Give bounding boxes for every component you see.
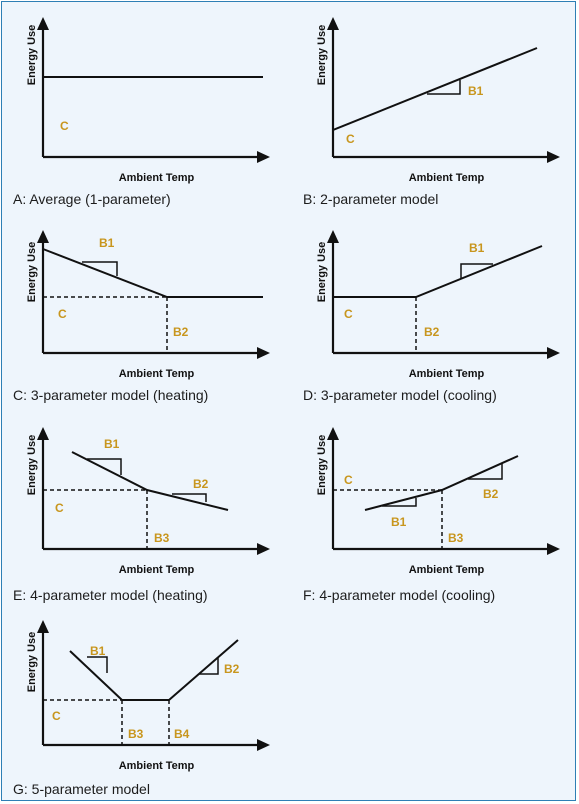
model-line bbox=[364, 455, 519, 511]
parameter-label: B2 bbox=[193, 477, 209, 491]
panel-f: Ambient Temp Energy Use C B2 B1 B3 F: 4-parame… bbox=[303, 427, 560, 603]
panel-caption: G: 5-parameter model bbox=[13, 781, 150, 797]
x-axis-label: Ambient Temp bbox=[119, 172, 195, 184]
slope-marker bbox=[427, 80, 461, 95]
panel-b: Ambient Temp Energy Use B1 C B: 2-parameter … bbox=[303, 17, 560, 207]
y-axis-label: Energy Use bbox=[26, 632, 38, 693]
parameter-label: B2 bbox=[483, 487, 499, 501]
model-line bbox=[333, 245, 543, 298]
model-line bbox=[42, 248, 263, 298]
x-axis-arrow-icon bbox=[257, 543, 270, 555]
panel-caption: F: 4-parameter model (cooling) bbox=[303, 587, 495, 603]
parameter-label: B1 bbox=[391, 515, 407, 529]
parameter-label: B2 bbox=[224, 662, 240, 676]
parameter-label: B2 bbox=[173, 325, 189, 339]
parameter-label: C bbox=[346, 132, 355, 146]
slope-marker bbox=[199, 657, 219, 675]
x-axis-label: Ambient Temp bbox=[409, 368, 485, 380]
y-axis-arrow-icon bbox=[37, 620, 49, 633]
x-axis-arrow-icon bbox=[257, 739, 270, 751]
model-line bbox=[332, 47, 538, 131]
parameter-label: C bbox=[344, 307, 353, 321]
panel-caption: B: 2-parameter model bbox=[303, 191, 438, 207]
parameter-label: C bbox=[58, 307, 67, 321]
y-axis-arrow-icon bbox=[327, 230, 339, 243]
panel-g: Ambient Temp Energy Use B1 B2 C B3 B4 G: 5-para… bbox=[13, 620, 270, 797]
parameter-label: C bbox=[55, 501, 64, 515]
y-axis-label: Energy Use bbox=[316, 435, 328, 496]
x-axis-arrow-icon bbox=[257, 347, 270, 359]
parameter-label: B1 bbox=[468, 84, 484, 98]
y-axis-label: Energy Use bbox=[26, 435, 38, 496]
y-axis-label: Energy Use bbox=[26, 25, 38, 86]
slope-marker bbox=[82, 261, 118, 276]
parameter-label: B1 bbox=[99, 236, 115, 250]
parameter-label: C bbox=[344, 473, 353, 487]
parameter-label: B4 bbox=[174, 727, 190, 741]
y-axis-arrow-icon bbox=[37, 230, 49, 243]
parameter-label: C bbox=[60, 119, 69, 133]
parameter-label: B1 bbox=[104, 437, 120, 451]
panel-caption: A: Average (1-parameter) bbox=[13, 191, 171, 207]
y-axis-arrow-icon bbox=[327, 17, 339, 30]
panel-a: Ambient Temp Energy Use C A: Average (1-par… bbox=[13, 17, 270, 207]
slope-marker bbox=[460, 263, 493, 278]
x-axis-label: Ambient Temp bbox=[409, 564, 485, 576]
x-axis-label: Ambient Temp bbox=[119, 368, 195, 380]
panel-caption: D: 3-parameter model (cooling) bbox=[303, 387, 497, 403]
x-axis-arrow-icon bbox=[547, 347, 560, 359]
model-line bbox=[69, 639, 239, 701]
panel-c: Ambient Temp Energy Use B1 C B2 C: 3-paramete… bbox=[13, 230, 270, 403]
y-axis-label: Energy Use bbox=[316, 25, 328, 86]
parameter-label: B3 bbox=[154, 531, 170, 545]
slope-marker bbox=[382, 498, 417, 507]
y-axis-arrow-icon bbox=[37, 17, 49, 30]
x-axis-label: Ambient Temp bbox=[409, 172, 485, 184]
slope-marker bbox=[87, 656, 108, 673]
x-axis-label: Ambient Temp bbox=[119, 760, 195, 772]
y-axis-arrow-icon bbox=[327, 427, 339, 440]
y-axis-arrow-icon bbox=[37, 427, 49, 440]
parameter-label: B1 bbox=[469, 241, 485, 255]
panel-e: Ambient Temp Energy Use B1 B2 C B3 E: 4-parame… bbox=[13, 427, 270, 603]
parameter-label: B2 bbox=[424, 325, 440, 339]
x-axis-label: Ambient Temp bbox=[119, 564, 195, 576]
slope-marker bbox=[468, 463, 503, 480]
parameter-label: B3 bbox=[448, 531, 464, 545]
x-axis-arrow-icon bbox=[257, 151, 270, 163]
y-axis-label: Energy Use bbox=[26, 242, 38, 303]
parameter-label: B3 bbox=[128, 727, 144, 741]
slope-marker bbox=[87, 458, 122, 475]
panel-caption: C: 3-parameter model (heating) bbox=[13, 387, 208, 403]
parameter-label: C bbox=[52, 709, 61, 723]
panel-d: Ambient Temp Energy Use B1 C B2 D: 3-paramete… bbox=[303, 230, 560, 403]
x-axis-arrow-icon bbox=[547, 543, 560, 555]
parameter-label: B1 bbox=[90, 644, 106, 658]
panel-caption: E: 4-parameter model (heating) bbox=[13, 587, 208, 603]
slope-marker bbox=[172, 493, 207, 502]
x-axis-arrow-icon bbox=[547, 151, 560, 163]
y-axis-label: Energy Use bbox=[316, 242, 328, 303]
